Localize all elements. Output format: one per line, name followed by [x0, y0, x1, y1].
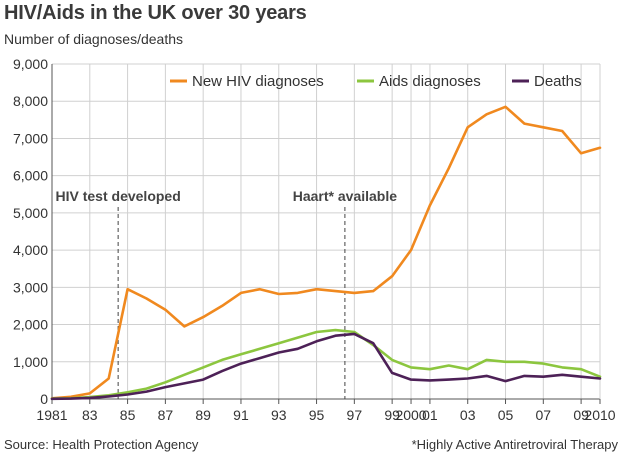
y-tick-label: 9,000 [13, 56, 48, 72]
series-line [50, 328, 602, 400]
x-tick-label: 2000 [395, 407, 426, 423]
x-tick-label: 83 [82, 407, 98, 423]
axes: 0 1,000 2,000 3,000 4,000 5,000 6,000 7,000 8,00… [13, 56, 616, 423]
footnote: *Highly Active Antiretroviral Therapy [411, 437, 618, 452]
annotations: HIV test developed Haart* available [56, 188, 397, 399]
legend-label: New HIV diagnoses [192, 73, 324, 90]
x-tick-label: 95 [309, 407, 325, 423]
y-tick-label: 4,000 [13, 242, 48, 258]
y-tick-label: 8,000 [13, 93, 48, 109]
y-tick-label: 0 [40, 391, 48, 407]
legend: New HIV diagnoses Aids diagnoses Deaths [170, 73, 582, 90]
x-tick-label: 09 [573, 407, 589, 423]
chart-subtitle: Number of diagnoses/deaths [4, 31, 183, 47]
x-tick-label: 99 [384, 407, 400, 423]
y-tick-label: 3,000 [13, 279, 48, 295]
x-tick-label: 01 [422, 407, 438, 423]
x-tick-label: 2010 [584, 407, 615, 423]
x-tick-label: 05 [498, 407, 514, 423]
series-line [50, 105, 602, 400]
x-tick-label: 03 [460, 407, 476, 423]
x-tick-label: 93 [271, 407, 287, 423]
y-tick-label: 7,000 [13, 130, 48, 146]
gridlines [52, 63, 600, 399]
y-tick-label: 5,000 [13, 205, 48, 221]
legend-label: Deaths [534, 73, 582, 90]
annotation-label: Haart* available [293, 188, 397, 204]
series-lines [50, 105, 602, 401]
x-tick-label: 07 [536, 407, 552, 423]
x-tick-label: 91 [233, 407, 249, 423]
x-tick-label: 85 [120, 407, 136, 423]
legend-label: Aids diagnoses [379, 73, 481, 90]
x-tick-label: 87 [158, 407, 174, 423]
x-tick-label: 97 [347, 407, 363, 423]
x-tick-label: 1981 [36, 407, 67, 423]
y-tick-label: 1,000 [13, 354, 48, 370]
x-tick-label: 89 [195, 407, 211, 423]
annotation-label: HIV test developed [56, 188, 181, 204]
series-line [50, 332, 602, 401]
y-tick-label: 2,000 [13, 317, 48, 333]
y-tick-label: 6,000 [13, 168, 48, 184]
chart-title: HIV/Aids in the UK over 30 years [4, 2, 307, 24]
source-note: Source: Health Protection Agency [4, 437, 199, 452]
